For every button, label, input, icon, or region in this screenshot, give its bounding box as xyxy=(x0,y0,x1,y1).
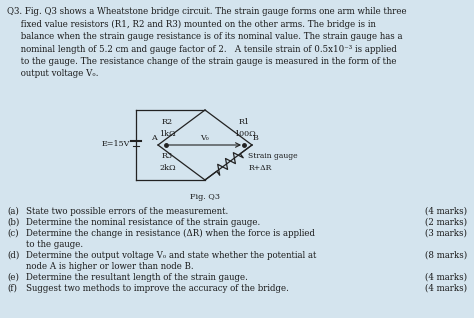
Text: (4 marks): (4 marks) xyxy=(425,273,467,282)
Text: Determine the resultant length of the strain gauge.: Determine the resultant length of the st… xyxy=(26,273,248,282)
Text: 2kΩ: 2kΩ xyxy=(159,164,176,172)
Text: (2 marks): (2 marks) xyxy=(425,218,467,227)
Text: Determine the nominal resistance of the strain gauge.: Determine the nominal resistance of the … xyxy=(26,218,260,227)
Text: (3 marks): (3 marks) xyxy=(425,229,467,238)
Text: R2: R2 xyxy=(162,117,173,126)
Text: (e): (e) xyxy=(7,273,19,282)
Text: (4 marks): (4 marks) xyxy=(425,207,467,216)
Text: B: B xyxy=(253,134,259,142)
Text: output voltage Vₒ.: output voltage Vₒ. xyxy=(7,70,99,79)
Text: Fig. Q3: Fig. Q3 xyxy=(190,193,220,201)
Text: E=15V: E=15V xyxy=(101,140,130,148)
Text: node A is higher or lower than node B.: node A is higher or lower than node B. xyxy=(26,262,193,271)
Text: Q3. Fig. Q3 shows a Wheatstone bridge circuit. The strain gauge forms one arm wh: Q3. Fig. Q3 shows a Wheatstone bridge ci… xyxy=(7,7,407,16)
Text: (a): (a) xyxy=(7,207,19,216)
Text: R3: R3 xyxy=(162,153,173,161)
Text: Vₒ: Vₒ xyxy=(201,134,210,142)
Text: balance when the strain gauge resistance is of its nominal value. The strain gau: balance when the strain gauge resistance… xyxy=(7,32,402,41)
Text: 100Ω: 100Ω xyxy=(234,129,255,137)
Text: R+ΔR: R+ΔR xyxy=(248,164,272,172)
Text: Strain gauge: Strain gauge xyxy=(248,153,298,161)
Text: A: A xyxy=(151,134,157,142)
Text: Suggest two methods to improve the accuracy of the bridge.: Suggest two methods to improve the accur… xyxy=(26,284,289,293)
Text: (d): (d) xyxy=(7,251,19,260)
Text: Determine the change in resistance (ΔR) when the force is applied: Determine the change in resistance (ΔR) … xyxy=(26,229,315,238)
Text: (8 marks): (8 marks) xyxy=(425,251,467,260)
Text: to the gauge. The resistance change of the strain gauge is measured in the form : to the gauge. The resistance change of t… xyxy=(7,57,396,66)
Text: R1: R1 xyxy=(239,117,250,126)
Text: (c): (c) xyxy=(7,229,18,238)
Text: (b): (b) xyxy=(7,218,19,227)
Text: nominal length of 5.2 cm and gauge factor of 2.   A tensile strain of 0.5x10⁻³ i: nominal length of 5.2 cm and gauge facto… xyxy=(7,45,397,53)
Text: fixed value resistors (R1, R2 and R3) mounted on the other arms. The bridge is i: fixed value resistors (R1, R2 and R3) mo… xyxy=(7,19,376,29)
Text: State two possible errors of the measurement.: State two possible errors of the measure… xyxy=(26,207,228,216)
Text: to the gauge.: to the gauge. xyxy=(26,240,83,249)
Text: (f): (f) xyxy=(7,284,17,293)
Text: Determine the output voltage Vₒ and state whether the potential at: Determine the output voltage Vₒ and stat… xyxy=(26,251,316,260)
Text: 1kΩ: 1kΩ xyxy=(159,129,176,137)
Text: (4 marks): (4 marks) xyxy=(425,284,467,293)
